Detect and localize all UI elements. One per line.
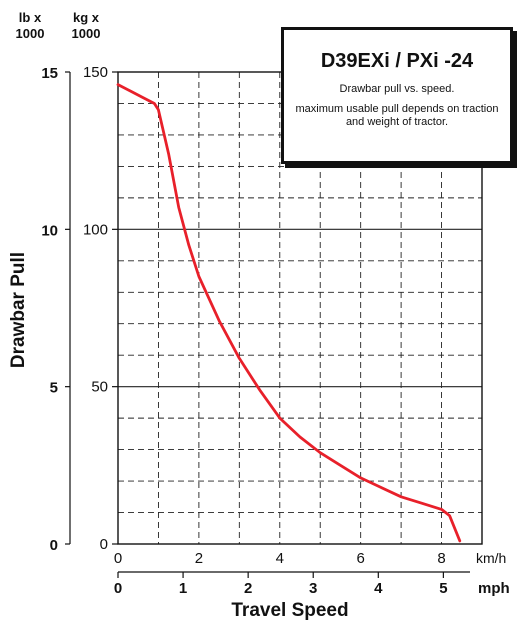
kmh-tick-label: 0: [114, 550, 122, 567]
kg-unit-label-line1: kg x: [73, 10, 100, 25]
chart-subtitle: Drawbar pull vs. speed.: [339, 83, 455, 95]
x-axis-title: Travel Speed: [231, 600, 348, 620]
mph-tick-label: 3: [309, 580, 317, 597]
lb-unit-label-line1: lb x: [19, 10, 42, 25]
chart-note: maximum usable pull depends on traction …: [295, 103, 499, 128]
lb-unit-label-line2: 1000: [16, 26, 45, 41]
mph-tick-label: 0: [114, 580, 122, 597]
kmh-tick-label: 6: [356, 550, 364, 567]
x-unit-kmh: km/h: [476, 550, 506, 566]
kg-tick-label: 150: [83, 64, 108, 81]
mph-tick-label: 2: [244, 580, 252, 597]
series-line-drawbar-pull: [116, 83, 462, 543]
lb-tick-label: 0: [50, 537, 58, 554]
x-unit-mph: mph: [478, 580, 510, 597]
mph-tick-label: 5: [439, 580, 447, 597]
kg-tick-label: 100: [83, 221, 108, 238]
y-axis-title: Drawbar Pull: [8, 252, 29, 368]
axis-labels: lb x 1000 kg x 1000 Drawbar Pull Travel …: [8, 10, 510, 621]
lb-tick-label: 10: [41, 222, 58, 239]
series: [116, 83, 462, 543]
chart-title: D39EXi / PXi -24: [320, 50, 474, 72]
chart-info-box: D39EXi / PXi -24 Drawbar pull vs. speed.…: [281, 27, 513, 164]
lb-tick-label: 5: [50, 380, 58, 397]
kg-unit-label-line2: 1000: [72, 26, 101, 41]
kg-tick-label: 50: [91, 379, 108, 396]
lb-tick-label: 15: [41, 65, 58, 82]
mph-tick-label: 4: [374, 580, 383, 597]
kg-tick-label: 0: [100, 536, 108, 553]
mph-tick-label: 1: [179, 580, 187, 597]
kmh-tick-label: 4: [276, 550, 284, 567]
kmh-tick-label: 8: [437, 550, 445, 567]
kmh-tick-label: 2: [195, 550, 203, 567]
